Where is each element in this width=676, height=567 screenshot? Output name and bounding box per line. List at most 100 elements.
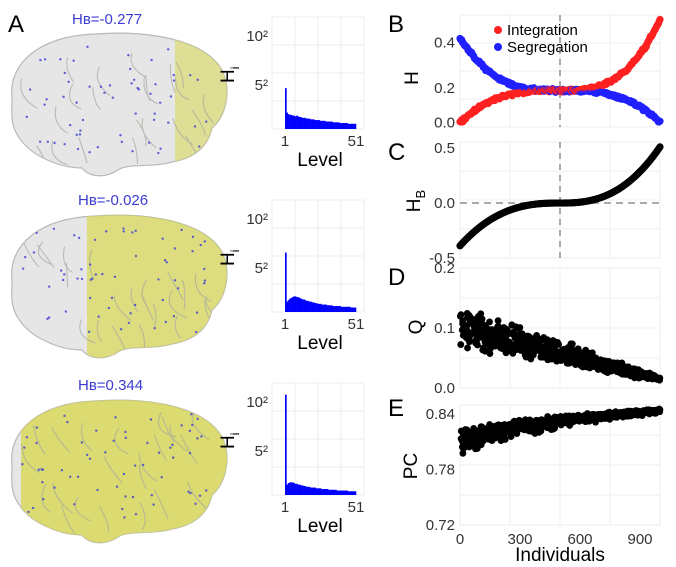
hist-bar bbox=[312, 302, 315, 312]
hist-bar bbox=[351, 123, 354, 129]
gyrus-line bbox=[37, 244, 55, 269]
brain-node bbox=[110, 296, 114, 300]
brain-node bbox=[131, 149, 134, 153]
q-point bbox=[543, 336, 551, 344]
hist-bar bbox=[333, 489, 336, 495]
brain-node bbox=[38, 140, 42, 143]
brain-node bbox=[114, 416, 117, 419]
hist-bar bbox=[329, 121, 332, 129]
panel-e: 0.84 0.78 0.720 300 600 900 Individuals PC bbox=[401, 404, 664, 566]
q-point bbox=[564, 351, 572, 359]
hist-bar bbox=[346, 490, 348, 495]
hist-bar bbox=[301, 299, 304, 312]
brain-node bbox=[188, 429, 192, 433]
brain-node bbox=[23, 255, 27, 259]
q-point bbox=[508, 321, 516, 329]
brain-node bbox=[80, 277, 84, 281]
gyrus-line bbox=[175, 76, 190, 101]
hist-bar bbox=[319, 120, 322, 129]
q-point bbox=[521, 340, 529, 348]
ytick-label: -0.5 bbox=[429, 250, 455, 267]
hist-bar bbox=[296, 297, 298, 312]
brain-node bbox=[42, 497, 45, 501]
gyrus-line bbox=[68, 83, 82, 110]
hist-bar bbox=[289, 298, 291, 312]
hist-bar bbox=[294, 296, 297, 312]
brain-node bbox=[150, 494, 154, 497]
brain-node bbox=[166, 48, 170, 51]
gyrus-line bbox=[102, 455, 123, 484]
hist-bar bbox=[333, 306, 336, 312]
brain-node bbox=[133, 303, 137, 307]
brain-node bbox=[137, 88, 141, 91]
gyrus-line bbox=[63, 246, 73, 273]
histogram-1: 10² 5² 1 51 Level Hi bbox=[218, 16, 365, 171]
brain-node bbox=[129, 312, 132, 315]
hist-bar bbox=[351, 307, 354, 312]
hist-bar bbox=[291, 482, 294, 495]
brain-node bbox=[88, 85, 91, 88]
gyrus-line bbox=[37, 241, 52, 265]
gyrus-line bbox=[65, 262, 69, 288]
brain-node bbox=[93, 238, 97, 241]
hist-bar bbox=[330, 121, 333, 129]
brain-node bbox=[45, 98, 48, 101]
ytick-label: 0.1 bbox=[434, 320, 455, 337]
brain-node bbox=[25, 115, 28, 119]
brain-node bbox=[86, 45, 89, 49]
xtick-label: 0 bbox=[456, 531, 464, 548]
brain-node bbox=[159, 147, 162, 150]
ytick-label: 0.84 bbox=[426, 406, 455, 423]
brain-node bbox=[194, 502, 197, 506]
gyrus-line bbox=[181, 279, 186, 310]
hist-ytick-label: 10² bbox=[246, 211, 268, 228]
q-point bbox=[466, 319, 474, 327]
q-point bbox=[502, 334, 509, 341]
segregation-point bbox=[656, 117, 664, 125]
brain-node bbox=[112, 439, 115, 442]
ytick-label: 0.72 bbox=[426, 517, 455, 534]
q-point bbox=[593, 359, 600, 367]
q-point bbox=[567, 341, 575, 349]
hist-xtick-label: 1 bbox=[281, 316, 289, 333]
brain-gyri bbox=[20, 52, 214, 175]
brain-node bbox=[173, 279, 177, 282]
hist-bar bbox=[325, 489, 328, 495]
brain-node bbox=[32, 251, 36, 254]
hist-bar bbox=[315, 120, 318, 129]
brain-node bbox=[96, 488, 99, 492]
brain-node bbox=[63, 273, 66, 276]
brain-node bbox=[171, 456, 175, 459]
brain-node bbox=[124, 495, 127, 498]
hist-bar bbox=[336, 490, 339, 495]
brain-node bbox=[196, 417, 199, 421]
hist-bar bbox=[291, 115, 294, 129]
hist-bar bbox=[289, 114, 291, 129]
gyrus-line bbox=[131, 137, 139, 164]
hist-bar bbox=[289, 482, 291, 495]
brain-node bbox=[27, 510, 30, 514]
hist-bar bbox=[350, 123, 353, 129]
brain-node bbox=[191, 249, 194, 253]
ytick-label: 0.0 bbox=[434, 195, 455, 212]
brain-node bbox=[147, 141, 151, 144]
hist-bar bbox=[305, 118, 308, 129]
brain-node bbox=[72, 59, 75, 62]
brain-node bbox=[63, 142, 66, 146]
brain-node bbox=[190, 413, 193, 416]
brain-node bbox=[35, 231, 38, 235]
brain-node bbox=[62, 95, 65, 99]
hist-ytick-label: 5² bbox=[255, 260, 268, 277]
brain-node bbox=[96, 146, 100, 149]
brain-node bbox=[46, 140, 50, 144]
brain-node bbox=[59, 58, 62, 61]
brain-node bbox=[203, 279, 207, 282]
brain-node bbox=[53, 141, 56, 145]
hist-bar bbox=[343, 490, 346, 495]
hist-ytick-label: 5² bbox=[255, 443, 268, 460]
brain-node bbox=[176, 287, 180, 290]
hist-bar bbox=[343, 123, 346, 129]
gyrus-line bbox=[114, 294, 132, 321]
pc-point bbox=[508, 424, 516, 432]
